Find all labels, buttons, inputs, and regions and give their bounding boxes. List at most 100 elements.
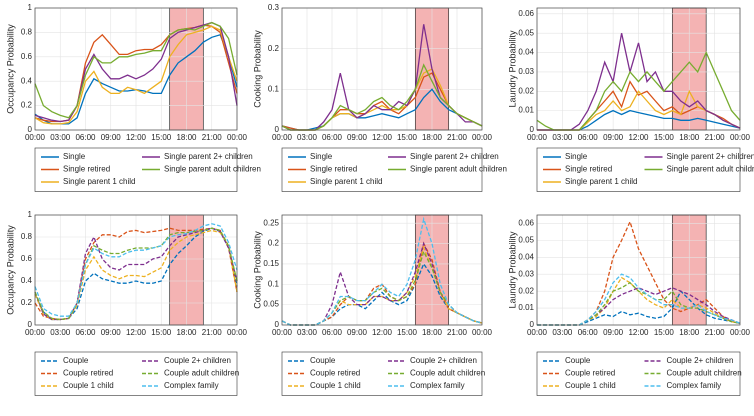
y-tick-label: 0.8	[21, 232, 33, 241]
legend-label: Single parent 2+ children	[410, 152, 499, 161]
legend-label: Couple adult children	[667, 369, 742, 378]
legend-label: Couple	[565, 356, 591, 365]
x-tick-label: 15:00	[151, 133, 172, 142]
x-tick-label: 09:00	[101, 133, 122, 142]
x-tick-label: 21:00	[202, 133, 223, 142]
legend-label: Single	[310, 152, 333, 161]
x-tick-label: 06:00	[578, 328, 599, 337]
y-axis-label: Cooking Probability	[252, 231, 262, 309]
x-tick-label: 12:00	[628, 133, 649, 142]
y-tick-label: 0.05	[518, 235, 534, 244]
legend-label: Couple	[310, 356, 336, 365]
x-tick-label: 06:00	[322, 328, 343, 337]
x-tick-label: 09:00	[347, 328, 368, 337]
legend-label: Single	[565, 152, 588, 161]
y-axis-label: Occupancy Probability	[5, 24, 15, 114]
x-tick-label: 00:00	[272, 328, 293, 337]
x-tick-label: 21:00	[202, 328, 223, 337]
y-tick-label: 0.01	[518, 106, 534, 115]
legend-label: Couple retired	[565, 369, 615, 378]
x-tick-label: 00:00	[472, 328, 493, 337]
y-tick-label: 0.01	[518, 303, 534, 312]
x-tick-label: 18:00	[176, 133, 197, 142]
legend-label: Single retired	[310, 165, 357, 174]
x-tick-label: 12:00	[126, 133, 147, 142]
x-tick-label: 00:00	[25, 133, 46, 142]
legend-label: Single retired	[63, 165, 110, 174]
y-tick-label: 0.02	[518, 86, 534, 95]
x-tick-label: 00:00	[25, 328, 46, 337]
x-tick-label: 03:00	[297, 133, 318, 142]
legend-label: Single	[63, 152, 86, 161]
x-tick-label: 09:00	[347, 133, 368, 142]
x-tick-label: 06:00	[322, 133, 343, 142]
y-axis-label: Laundry Probability	[507, 30, 517, 108]
legend-label: Couple 2+ children	[164, 356, 231, 365]
legend-label: Couple retired	[63, 369, 113, 378]
x-tick-label: 15:00	[397, 133, 418, 142]
y-axis-label: Laundry Probability	[507, 231, 517, 309]
legend-label: Single parent 2+ children	[667, 152, 754, 161]
legend-label: Couple	[63, 356, 89, 365]
y-tick-label: 0.1	[268, 84, 280, 93]
y-tick-label: 0.05	[518, 28, 534, 37]
x-tick-label: 12:00	[628, 328, 649, 337]
y-tick-label: 1	[28, 3, 33, 12]
x-tick-label: 00:00	[227, 133, 248, 142]
x-tick-label: 21:00	[447, 328, 468, 337]
legend-label: Couple 1 child	[63, 381, 114, 390]
x-tick-label: 18:00	[422, 133, 443, 142]
legend-label: Single parent 2+ children	[164, 152, 253, 161]
x-tick-label: 03:00	[552, 133, 573, 142]
legend-label: Couple 1 child	[310, 381, 361, 390]
y-tick-label: 0.2	[268, 44, 280, 53]
legend-label: Couple 2+ children	[410, 356, 477, 365]
x-tick-label: 12:00	[372, 133, 393, 142]
x-tick-label: 09:00	[101, 328, 122, 337]
y-axis-label: Occupancy Probability	[5, 225, 15, 315]
legend-label: Complex family	[164, 381, 219, 390]
x-tick-label: 03:00	[50, 328, 71, 337]
legend-label: Couple 1 child	[565, 381, 616, 390]
legend-label: Couple 2+ children	[667, 356, 734, 365]
x-tick-label: 15:00	[397, 328, 418, 337]
legend-label: Couple adult children	[410, 369, 485, 378]
legend-label: Single parent 1 child	[63, 177, 136, 186]
x-tick-label: 15:00	[151, 328, 172, 337]
y-tick-label: 0.03	[518, 269, 534, 278]
legend-label: Single parent 1 child	[565, 177, 638, 186]
y-tick-label: 0.6	[21, 254, 33, 263]
y-tick-label: 0.05	[263, 300, 279, 309]
x-tick-label: 03:00	[552, 328, 573, 337]
y-tick-label: 0.3	[268, 3, 280, 12]
legend-label: Complex family	[667, 381, 722, 390]
x-tick-label: 15:00	[654, 133, 675, 142]
y-tick-label: 0.25	[263, 218, 279, 227]
y-tick-label: 0.2	[21, 298, 33, 307]
y-axis-label: Cooking Probability	[252, 30, 262, 108]
x-tick-label: 00:00	[730, 133, 751, 142]
y-tick-label: 0.15	[263, 259, 279, 268]
legend-label: Single parent 1 child	[310, 177, 383, 186]
y-tick-label: 0.02	[518, 286, 534, 295]
x-tick-label: 00:00	[227, 328, 248, 337]
y-tick-label: 1	[28, 210, 33, 219]
x-tick-label: 09:00	[603, 133, 624, 142]
y-tick-label: 0.2	[21, 101, 33, 110]
legend-label: Couple retired	[310, 369, 360, 378]
legend-label: Single parent adult children	[667, 165, 754, 174]
legend-label: Complex family	[410, 381, 465, 390]
x-tick-label: 06:00	[75, 328, 96, 337]
x-tick-label: 06:00	[75, 133, 96, 142]
y-tick-label: 0.4	[21, 76, 33, 85]
legend-label: Single retired	[565, 165, 612, 174]
y-tick-label: 0.1	[268, 279, 280, 288]
y-tick-label: 0.4	[21, 276, 33, 285]
y-tick-label: 0.6	[21, 52, 33, 61]
x-tick-label: 00:00	[272, 133, 293, 142]
x-tick-label: 00:00	[527, 328, 548, 337]
y-tick-label: 0.03	[518, 67, 534, 76]
y-tick-label: 0.06	[518, 219, 534, 228]
legend-label: Single parent adult children	[410, 165, 507, 174]
x-tick-label: 03:00	[297, 328, 318, 337]
